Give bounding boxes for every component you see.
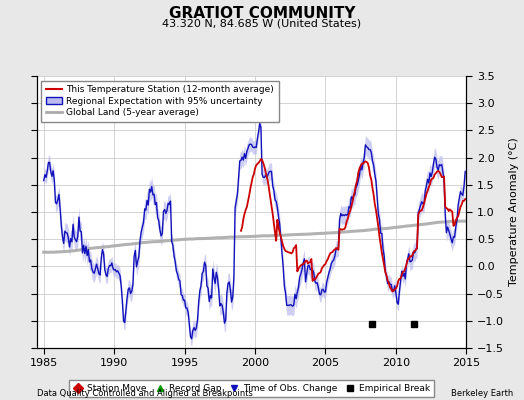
Text: Data Quality Controlled and Aligned at Breakpoints: Data Quality Controlled and Aligned at B…: [37, 389, 253, 398]
Y-axis label: Temperature Anomaly (°C): Temperature Anomaly (°C): [509, 138, 519, 286]
Legend: Station Move, Record Gap, Time of Obs. Change, Empirical Break: Station Move, Record Gap, Time of Obs. C…: [70, 380, 433, 396]
Text: 43.320 N, 84.685 W (United States): 43.320 N, 84.685 W (United States): [162, 18, 362, 28]
Text: Berkeley Earth: Berkeley Earth: [451, 389, 514, 398]
Text: GRATIOT COMMUNITY: GRATIOT COMMUNITY: [169, 6, 355, 21]
